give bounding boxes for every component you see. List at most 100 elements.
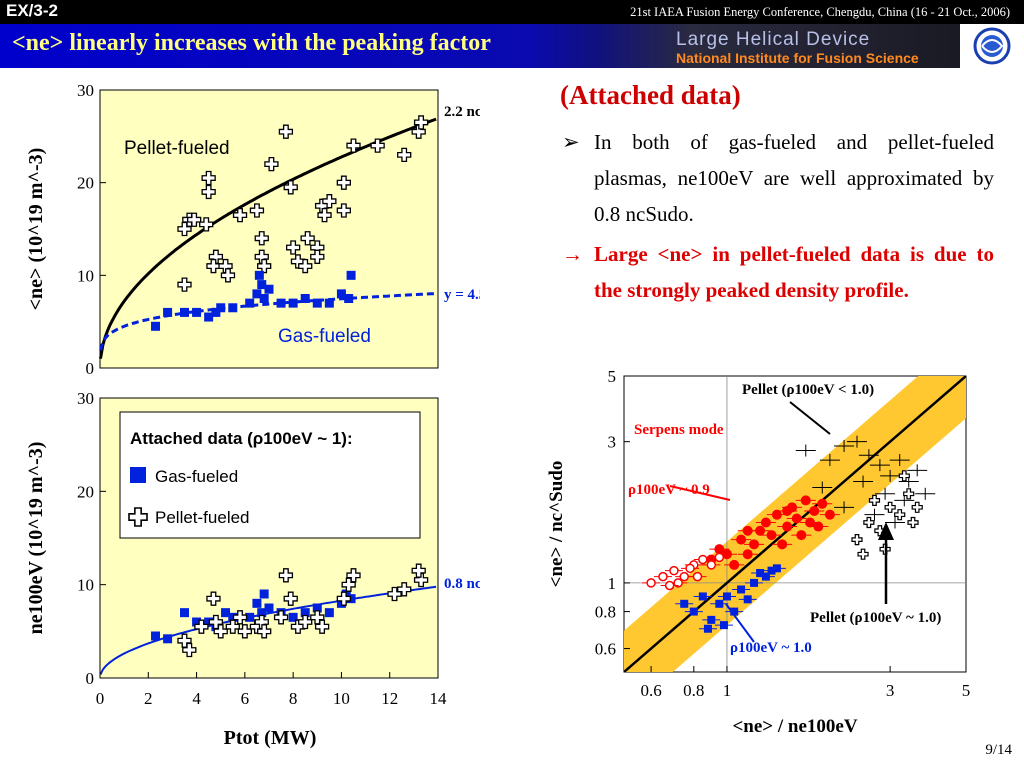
nifs-logo-icon bbox=[973, 27, 1011, 65]
pellet-point bbox=[283, 591, 298, 606]
pellet-point bbox=[206, 591, 221, 606]
gas-point bbox=[245, 298, 255, 308]
y-tick-label: 1 bbox=[608, 574, 617, 593]
pellet-point bbox=[413, 572, 429, 588]
y-axis-label: ne100eV (10^19 m^-3) bbox=[25, 442, 47, 635]
gas-point bbox=[257, 608, 267, 618]
pellet-point bbox=[278, 124, 294, 139]
gas-point bbox=[707, 615, 716, 624]
y-tick-label: 20 bbox=[77, 482, 94, 501]
gas-point bbox=[288, 612, 298, 622]
gas-point bbox=[300, 294, 310, 303]
pellet09-point bbox=[692, 571, 703, 582]
y-tick-label: 0 bbox=[86, 359, 95, 378]
pellet-point bbox=[257, 624, 272, 639]
serpens-point bbox=[782, 505, 793, 516]
gas-point bbox=[228, 303, 238, 313]
bullet-1-text: In both of gas-fueled and pellet-fueled … bbox=[594, 130, 994, 226]
gas-point bbox=[715, 599, 724, 608]
serpens-point bbox=[782, 521, 793, 532]
pellet10-point bbox=[857, 548, 869, 560]
arrow-pellet bbox=[789, 401, 831, 435]
pellet09-point bbox=[646, 578, 656, 588]
serpens-point bbox=[813, 521, 824, 532]
gas-point bbox=[300, 608, 310, 618]
gas-point bbox=[259, 589, 269, 599]
x-tick-label: 10 bbox=[333, 689, 350, 708]
gas-point bbox=[252, 598, 262, 608]
gas-point bbox=[192, 307, 202, 317]
serpens-point bbox=[791, 513, 802, 524]
x-tick-label: 14 bbox=[430, 689, 448, 708]
annotation-rho09: ρ100eV ~ 0.9 bbox=[628, 482, 710, 498]
pellet-point bbox=[213, 624, 228, 639]
paper-code: EX/3-2 bbox=[6, 1, 58, 20]
pellet-point bbox=[336, 175, 351, 190]
x-tick-label: 0 bbox=[96, 689, 105, 708]
nifs-title: National Institute for Fusion Science bbox=[676, 50, 919, 66]
serpens-point bbox=[817, 498, 828, 509]
pellet-point bbox=[182, 642, 197, 658]
legend-gas-label: Gas-fueled bbox=[155, 467, 238, 486]
gas-point bbox=[252, 289, 262, 299]
annotation-pellet-lt: Pellet (ρ100eV < 1.0) bbox=[742, 382, 874, 398]
serpens-point bbox=[749, 539, 760, 550]
arrow-rho09 bbox=[669, 485, 731, 501]
pellet-point bbox=[397, 582, 412, 597]
x-tick-label: 4 bbox=[192, 689, 201, 708]
pellet-point bbox=[298, 258, 313, 274]
serpens-point bbox=[742, 525, 753, 536]
pellet10-point bbox=[868, 494, 881, 506]
fit-label-pellet: 2.2 nc^Sudo bbox=[444, 104, 480, 120]
right-arrow-icon: → bbox=[562, 242, 583, 266]
pellet-point bbox=[220, 268, 236, 283]
legend: Attached data (ρ100eV ~ 1): Gas-fueled Pel… bbox=[119, 411, 421, 539]
gas-point bbox=[324, 298, 334, 308]
y-tick-label: 3 bbox=[608, 433, 617, 452]
fit-label-bottom: 0.8 nc^Sudo bbox=[444, 576, 480, 592]
gas-point bbox=[324, 608, 334, 618]
gas-point bbox=[312, 603, 322, 613]
x-tick-label: 5 bbox=[962, 681, 971, 700]
gas-point bbox=[216, 303, 226, 313]
gas-point bbox=[680, 599, 689, 608]
gas-point bbox=[756, 569, 765, 578]
legend-pellet-label: Pellet-fueled bbox=[155, 508, 250, 527]
legend-title: Attached data (ρ100eV ~ 1): bbox=[130, 429, 353, 448]
y-tick-label: 0.8 bbox=[595, 603, 616, 622]
gas-point bbox=[276, 298, 286, 308]
pellet-point bbox=[346, 138, 361, 153]
pellet09-point bbox=[664, 580, 675, 591]
serpens-point bbox=[771, 509, 782, 520]
slide-title: <ne> linearly increases with the peaking… bbox=[12, 30, 491, 57]
pellet10-point bbox=[898, 470, 910, 482]
x-tick-label: 1 bbox=[723, 681, 732, 700]
y-tick-label: 30 bbox=[77, 389, 94, 408]
x-tick-label: 6 bbox=[241, 689, 250, 708]
serpens-point bbox=[714, 544, 725, 555]
y-tick-label: 5 bbox=[608, 367, 617, 386]
serpens-point bbox=[805, 517, 816, 528]
gas-point bbox=[228, 612, 238, 622]
gas-point bbox=[750, 578, 759, 587]
top-bar: EX/3-2 21st IAEA Fusion Energy Conferenc… bbox=[0, 0, 1024, 24]
serpens-point bbox=[766, 530, 777, 541]
y-tick-label: 0 bbox=[86, 669, 95, 688]
gas-point bbox=[204, 312, 214, 322]
pellet09-point bbox=[658, 571, 668, 582]
gas-point bbox=[743, 595, 752, 604]
pellet-point bbox=[336, 591, 351, 606]
fit-curve bbox=[99, 585, 437, 675]
gas-point bbox=[204, 617, 214, 627]
x-axis-label: <ne> / ne100eV bbox=[732, 716, 857, 737]
pellet10-point bbox=[884, 501, 896, 513]
gas-point bbox=[221, 608, 231, 618]
pellet-point bbox=[206, 258, 221, 274]
pellet-label: Pellet-fueled bbox=[124, 138, 230, 159]
serpens-point bbox=[760, 517, 771, 528]
pellet-point bbox=[278, 568, 294, 583]
annotation-pellet-eq: Pellet (ρ100eV ~ 1.0) bbox=[810, 610, 941, 626]
title-bar: <ne> linearly increases with the peaking… bbox=[0, 24, 960, 68]
pellet-point bbox=[257, 258, 272, 274]
x-tick-label: 3 bbox=[886, 681, 895, 700]
